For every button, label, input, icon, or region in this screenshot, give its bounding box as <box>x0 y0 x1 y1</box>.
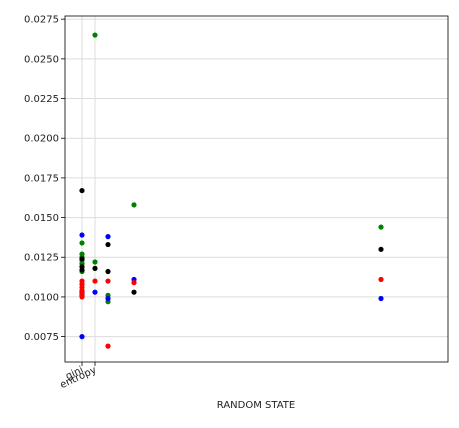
plot-area-frame <box>64 15 449 363</box>
data-point <box>92 278 98 284</box>
data-point <box>105 268 111 275</box>
data-point <box>79 334 85 340</box>
data-point <box>79 251 85 257</box>
data-point <box>92 32 98 38</box>
data-point <box>79 187 85 194</box>
data-point <box>92 259 98 265</box>
data-point <box>378 224 384 230</box>
data-point <box>131 202 137 208</box>
y-tick-label: 0.0125 <box>24 253 59 264</box>
data-point <box>79 232 85 238</box>
data-point <box>92 265 98 271</box>
data-point <box>79 240 85 246</box>
x-axis-label: RANDOM STATE <box>217 400 295 411</box>
data-point <box>105 234 111 240</box>
gridlines <box>65 16 448 362</box>
data-point <box>79 256 85 262</box>
data-point <box>105 278 111 284</box>
axis-ticks: 0.0075 0.0100 0.0125 0.0150 0.0175 0.0200 0.02… <box>24 15 98 391</box>
y-tick-label: 0.0100 <box>24 292 59 303</box>
data-point <box>378 246 384 252</box>
data-point <box>105 295 111 302</box>
data-point <box>79 267 85 273</box>
y-tick-label: 0.0275 <box>24 15 59 26</box>
data-point <box>378 295 384 302</box>
data-point <box>131 289 137 295</box>
data-point <box>131 280 137 286</box>
y-tick-label: 0.0250 <box>24 54 59 65</box>
y-tick-label: 0.0075 <box>24 332 59 343</box>
data-point <box>79 294 85 300</box>
y-tick-label: 0.0200 <box>24 134 59 145</box>
y-tick-label: 0.0225 <box>24 94 59 105</box>
y-tick-label: 0.0175 <box>24 173 59 184</box>
data-point <box>92 289 98 295</box>
data-points <box>79 32 384 349</box>
y-tick-label: 0.0150 <box>24 213 59 224</box>
data-point <box>378 276 384 283</box>
data-point <box>105 241 111 248</box>
data-point <box>105 343 111 349</box>
